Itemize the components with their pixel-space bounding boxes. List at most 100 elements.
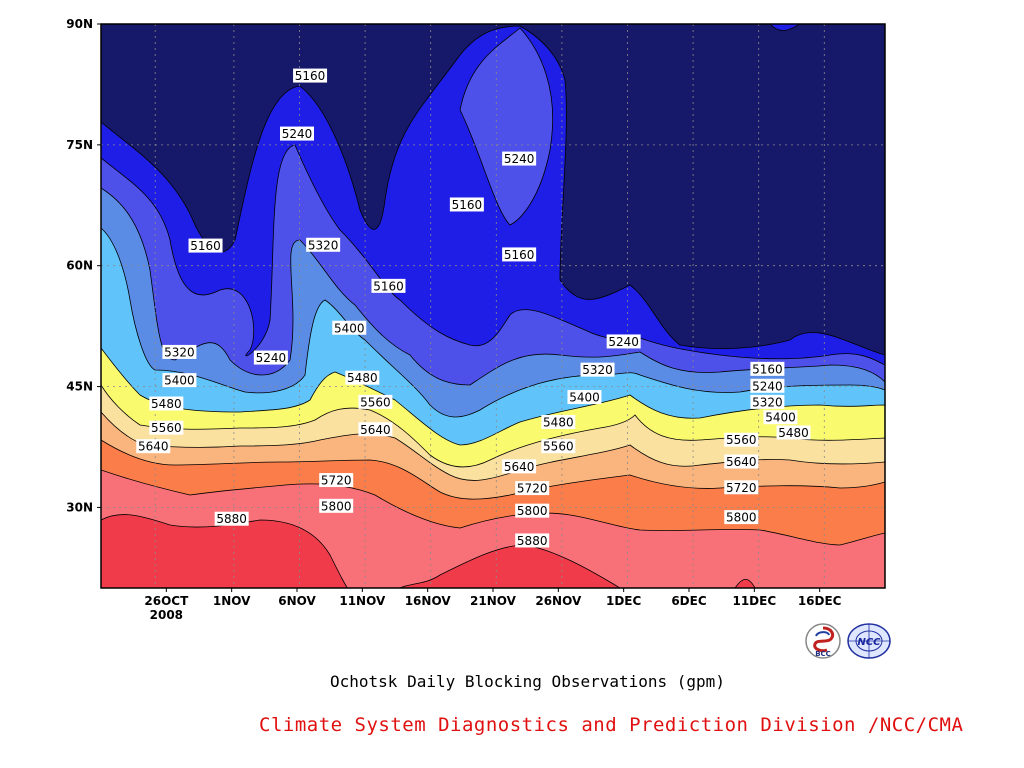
svg-text:BCC: BCC	[815, 650, 831, 658]
contour-label: 5160	[371, 278, 406, 293]
contour-label: 5720	[515, 481, 550, 496]
contour-label: 5160	[188, 238, 223, 253]
contour-label: 5400	[332, 320, 367, 335]
contour-label-box	[776, 425, 811, 440]
contour-label-text: 5640	[138, 440, 169, 454]
x-tick-label: 6NOV	[278, 594, 316, 608]
contour-label: 5480	[776, 425, 811, 440]
y-tick-label: 30N	[66, 500, 93, 514]
contour-label: 5640	[136, 439, 171, 454]
contour-label-text: 5800	[517, 504, 548, 518]
contour-label: 5880	[214, 511, 249, 526]
contour-label-text: 5160	[452, 198, 483, 212]
contour-label-box	[750, 378, 785, 393]
contour-label-text: 5320	[164, 345, 195, 359]
contour-label-text: 5640	[360, 423, 391, 437]
x-year-label: 2008	[150, 608, 183, 622]
contour-label-text: 5400	[569, 391, 600, 405]
contour-label: 5480	[541, 415, 576, 430]
contour-label-box	[149, 396, 184, 411]
contour-label-text: 5640	[726, 455, 757, 469]
y-tick-label: 90N	[66, 17, 93, 31]
contour-label-box	[502, 459, 537, 474]
contour-label-text: 5720	[321, 474, 352, 488]
contour-label-text: 5720	[726, 481, 757, 495]
contour-label-text: 5240	[752, 379, 783, 393]
contour-label-box	[162, 373, 197, 388]
y-tick-label: 60N	[66, 259, 93, 273]
y-tick-label: 75N	[66, 138, 93, 152]
contour-label-text: 5720	[517, 482, 548, 496]
contour-label-text: 5640	[504, 460, 535, 474]
contour-label-text: 5480	[543, 416, 574, 430]
contour-label: 5320	[580, 362, 615, 377]
contour-label-box	[515, 533, 550, 548]
contour-label-text: 5560	[543, 440, 574, 454]
contour-label: 5400	[567, 390, 602, 405]
x-tick-label: 26NOV	[535, 594, 582, 608]
contour-label-box	[306, 237, 341, 252]
contour-label-box	[358, 394, 393, 409]
contour-label-text: 5240	[608, 335, 639, 349]
bcc-logo: BCC	[805, 623, 841, 659]
contour-fills	[101, 24, 885, 588]
contour-label: 5480	[345, 370, 380, 385]
contour-label-box	[502, 151, 537, 166]
contour-label-text: 5560	[360, 395, 391, 409]
ncc-logo: NCC	[847, 623, 891, 659]
contour-label-box	[606, 334, 641, 349]
contour-label: 5480	[149, 396, 184, 411]
svg-text:NCC: NCC	[857, 637, 881, 648]
contour-label-box	[136, 439, 171, 454]
contour-label-box	[724, 480, 759, 495]
y-tick-label: 45N	[66, 380, 93, 394]
contour-label-text: 5400	[164, 374, 195, 388]
contour-label: 5320	[306, 237, 341, 252]
contour-label: 5160	[293, 68, 328, 83]
contour-label-box	[149, 420, 184, 435]
contour-label-box	[515, 481, 550, 496]
contour-label-text: 5480	[151, 397, 182, 411]
contour-label: 5640	[358, 422, 393, 437]
contour-label: 5240	[280, 126, 314, 141]
x-tick-label: 11NOV	[339, 594, 386, 608]
contour-label-text: 5160	[373, 279, 404, 293]
contour-label-text: 5880	[517, 534, 548, 548]
contour-label: 5160	[750, 361, 785, 376]
x-tick-label: 21NOV	[470, 594, 517, 608]
contour-label: 5320	[750, 394, 785, 409]
contour-label-text: 5240	[504, 152, 535, 166]
credit-line: Climate System Diagnostics and Predictio…	[259, 714, 964, 736]
contour-label-box	[449, 197, 484, 212]
contour-label: 5560	[541, 439, 576, 454]
contour-label: 5800	[319, 498, 354, 513]
contour-label-text: 5800	[726, 511, 757, 525]
contour-label-box	[763, 410, 798, 425]
contour-label-text: 5160	[190, 239, 221, 253]
contour-label-text: 5240	[256, 351, 287, 365]
chart-title: Ochotsk Daily Blocking Observations (gpm…	[330, 672, 725, 691]
contour-label-box	[332, 320, 367, 335]
contour-label-box	[280, 126, 314, 141]
contour-label-box	[188, 238, 223, 253]
contour-label: 5720	[724, 480, 759, 495]
contour-label-box	[162, 344, 197, 359]
contour-label-box	[724, 454, 759, 469]
contour-label: 5240	[502, 151, 537, 166]
contour-labels: 5160 5240 5160 5320 5160 5240 5160 5160 5400 5240…	[136, 68, 811, 548]
contour-label-box	[319, 498, 354, 513]
x-tick-label: 1DEC	[606, 594, 642, 608]
contour-label-box	[515, 503, 550, 518]
x-tick-label: 1NOV	[213, 594, 251, 608]
contour-label: 5800	[515, 503, 550, 518]
contour-label: 5400	[763, 410, 798, 425]
contour-label: 5560	[149, 420, 184, 435]
contour-label: 5640	[724, 454, 759, 469]
contour-label: 5160	[502, 247, 537, 262]
x-tick-label: 26OCT	[144, 594, 189, 608]
y-axis: 30N 45N 60N 75N 90N	[66, 17, 101, 514]
contour-label: 5640	[502, 459, 537, 474]
contour-label-text: 5560	[151, 421, 182, 435]
contour-label: 5720	[319, 473, 354, 488]
